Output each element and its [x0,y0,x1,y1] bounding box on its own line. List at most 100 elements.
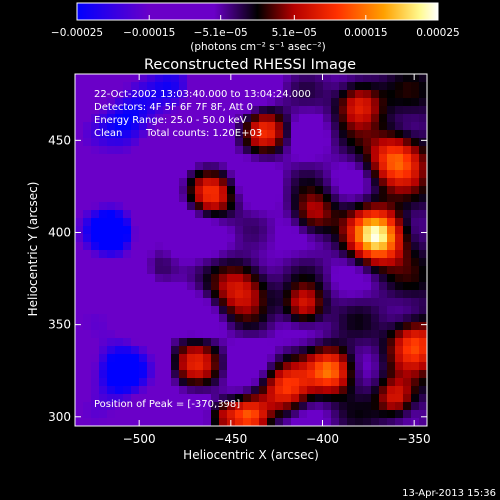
heatmap-cell [395,122,404,131]
heatmap-cell [243,306,252,315]
heatmap-cell [387,410,396,419]
heatmap-cell [339,74,348,83]
heatmap-cell [115,306,124,315]
heatmap-cell [115,362,124,371]
heatmap-cell [163,194,172,203]
heatmap-cell [211,386,220,395]
heatmap-cell [163,226,172,235]
heatmap-cell [163,370,172,379]
heatmap-cell [75,298,84,307]
heatmap-cell [355,346,364,355]
heatmap-cell [387,306,396,315]
heatmap-cell [187,146,196,155]
heatmap-cell [83,154,92,163]
heatmap-cell [387,362,396,371]
heatmap-cell [371,234,380,243]
heatmap-cell [411,322,420,331]
heatmap-cell [115,218,124,227]
heatmap-cell [387,266,396,275]
heatmap-cell [411,346,420,355]
heatmap-cell [283,322,292,331]
heatmap-cell [131,114,140,123]
heatmap-cell [227,362,236,371]
heatmap-cell [403,418,412,426]
heatmap-cell [179,290,188,299]
heatmap-cell [251,234,260,243]
heatmap-cell [227,90,236,99]
heatmap-cell [355,378,364,387]
heatmap-cell [155,370,164,379]
heatmap-cell [243,186,252,195]
heatmap-cell [219,162,228,171]
heatmap-cell [403,290,412,299]
heatmap-cell [179,106,188,115]
heatmap-cell [131,402,140,411]
heatmap-cell [387,314,396,323]
heatmap-cell [403,266,412,275]
heatmap-cell [355,218,364,227]
heatmap-cell [275,82,284,91]
heatmap-cell [115,186,124,195]
heatmap-cell [155,282,164,291]
heatmap-cell [419,274,427,283]
heatmap-cell [91,354,100,363]
heatmap-cell [163,394,172,403]
heatmap-cell [219,130,228,139]
heatmap-cell [331,378,340,387]
heatmap-cell [227,202,236,211]
heatmap-cell [299,122,308,131]
heatmap-cell [395,194,404,203]
heatmap-cell [283,154,292,163]
heatmap-cell [227,226,236,235]
heatmap-cell [395,242,404,251]
heatmap-cell [131,74,140,83]
heatmap-cell [147,106,156,115]
colorbar-ticks: −0.00025 −0.00015 −5.1e−05 5.1e−05 0.00015 0.… [51,15,460,39]
heatmap-cell [411,202,420,211]
heatmap-cell [307,138,316,147]
heatmap-cell [251,370,260,379]
heatmap-cell [299,234,308,243]
heatmap-cell [291,138,300,147]
heatmap-cell [99,202,108,211]
heatmap-cell [99,410,108,419]
heatmap-cell [171,130,180,139]
heatmap-cell [299,322,308,331]
heatmap-cell [371,266,380,275]
heatmap-cell [187,202,196,211]
heatmap-cell [355,146,364,155]
heatmap-cell [411,274,420,283]
heatmap-cell [339,402,348,411]
heatmap-cell [315,186,324,195]
heatmap-cell [155,130,164,139]
heatmap-cell [123,186,132,195]
heatmap-cell [355,418,364,426]
heatmap-cell [203,146,212,155]
heatmap-cell [347,226,356,235]
colorbar-tick-label: 0.00025 [416,27,459,39]
heatmap-cell [243,394,252,403]
heatmap-cell [387,282,396,291]
heatmap-cell [131,370,140,379]
heatmap-cell [75,122,84,131]
heatmap-cell [379,290,388,299]
heatmap-cell [123,362,132,371]
heatmap-cell [323,346,332,355]
heatmap-cell [227,234,236,243]
heatmap-cell [259,146,268,155]
heatmap-cell [131,146,140,155]
heatmap-cell [283,306,292,315]
heatmap-cell [147,202,156,211]
heatmap-cell [387,170,396,179]
heatmap-cell [123,226,132,235]
heatmap-cell [139,114,148,123]
heatmap-cell [243,330,252,339]
heatmap-cell [203,82,212,91]
heatmap-cell [195,90,204,99]
heatmap-cell [403,74,412,83]
heatmap-cell [291,338,300,347]
heatmap-cell [211,138,220,147]
heatmap-cell [379,346,388,355]
heatmap-cell [131,178,140,187]
heatmap-cell [395,306,404,315]
